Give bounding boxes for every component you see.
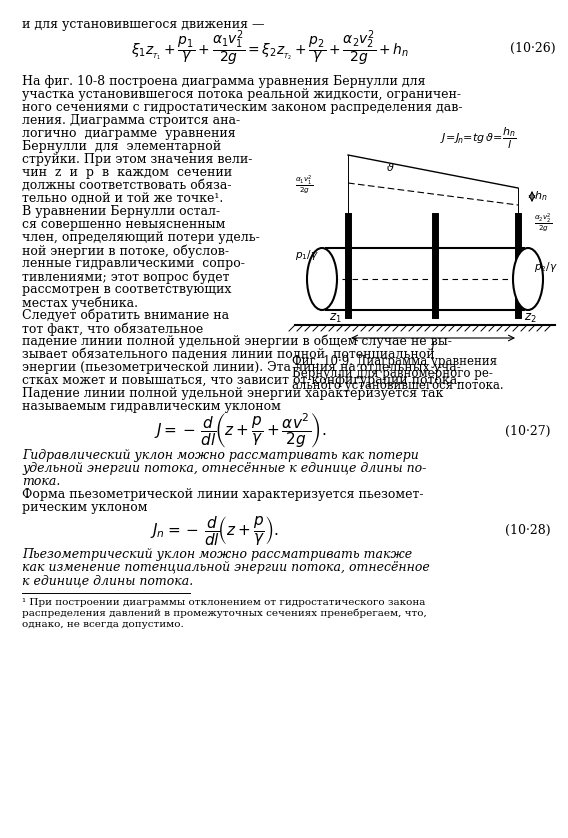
Text: струйки. При этом значения вели-: струйки. При этом значения вели- [22,153,252,166]
Text: Фиг. 10·9. Диаграмма уравнения: Фиг. 10·9. Диаграмма уравнения [292,355,497,368]
Text: ся совершенно невыясненным: ся совершенно невыясненным [22,218,225,231]
Ellipse shape [307,248,337,310]
Text: $J_n = -\,\dfrac{d}{dl}\!\left(z + \dfrac{p}{\gamma}\right).$: $J_n = -\,\dfrac{d}{dl}\!\left(z + \dfra… [151,514,279,546]
Text: чин  z  и  p  в  каждом  сечении: чин z и p в каждом сечении [22,166,232,179]
Text: Следует обратить внимание на: Следует обратить внимание на [22,309,229,323]
Text: В уравнении Бернулли остал-: В уравнении Бернулли остал- [22,205,220,218]
Text: $p_2/\gamma$: $p_2/\gamma$ [534,260,558,274]
Text: ной энергии в потоке, обуслов-: ной энергии в потоке, обуслов- [22,244,229,257]
Text: $\frac{\alpha_2 v_2^2}{2g}$: $\frac{\alpha_2 v_2^2}{2g}$ [534,212,552,235]
Text: ленные гидравлическими  сопро-: ленные гидравлическими сопро- [22,257,245,270]
Text: как изменение потенциальной энергии потока, отнесённое: как изменение потенциальной энергии пото… [22,561,430,574]
Text: распределения давлений в промежуточных сечениях пренебрегаем, что,: распределения давлений в промежуточных с… [22,609,427,618]
Text: Пьезометрический уклон можно рассматривать также: Пьезометрический уклон можно рассматрива… [22,548,412,561]
Text: энергии (пьезометрической линии). Эта линия на отдельных уча-: энергии (пьезометрической линии). Эта ли… [22,361,461,374]
Text: Форма пьезометрической линии характеризуется пьезомет-: Форма пьезометрической линии характеризу… [22,488,424,501]
Text: тельно одной и той же точке¹.: тельно одной и той же точке¹. [22,192,223,205]
Text: член, определяющий потери удель-: член, определяющий потери удель- [22,231,260,244]
Text: Падение линии полной удельной энергии характеризуется так: Падение линии полной удельной энергии ха… [22,387,444,400]
Text: $J\!=\!J_{\!n}\!=\!tg\,\vartheta\!=\!\dfrac{h_n}{l}$: $J\!=\!J_{\!n}\!=\!tg\,\vartheta\!=\!\df… [440,126,517,151]
Text: $p_1/\gamma$: $p_1/\gamma$ [295,248,319,262]
Text: тока.: тока. [22,475,60,488]
Text: (10·28): (10·28) [505,524,550,536]
Text: $\vartheta$: $\vartheta$ [386,161,395,173]
Text: $\xi_1 z_{_{T_1}} + \dfrac{p_1}{\gamma} + \dfrac{\alpha_1 v_1^2}{2g} = \xi_2 z_{: $\xi_1 z_{_{T_1}} + \dfrac{p_1}{\gamma} … [131,28,409,68]
Text: Бернулли для равномерного ре-: Бернулли для равномерного ре- [292,367,493,380]
Text: ¹ При построении диаграммы отклонением от гидростатического закона: ¹ При построении диаграммы отклонением о… [22,598,425,607]
Text: к единице длины потока.: к единице длины потока. [22,574,193,587]
Text: $J = -\,\dfrac{d}{dl}\!\left(z + \dfrac{p}{\gamma} + \dfrac{\alpha v^2}{2g}\righ: $J = -\,\dfrac{d}{dl}\!\left(z + \dfrac{… [153,411,327,451]
Text: (10·27): (10·27) [505,425,550,437]
Text: ного сечениями с гидростатическим законом распределения дав-: ного сечениями с гидростатическим законо… [22,101,462,114]
Text: стках может и повышаться, что зависит от конфигурации потока.: стках может и повышаться, что зависит от… [22,374,461,387]
Text: $z_1$: $z_1$ [329,312,342,324]
Text: местах учебника.: местах учебника. [22,296,138,309]
Text: однако, не всегда допустимо.: однако, не всегда допустимо. [22,620,184,629]
Text: тот факт, что обязательное: тот факт, что обязательное [22,322,203,335]
Text: $z_2$: $z_2$ [524,312,537,324]
Text: падение линии полной удельной энергии в общем случае не вы-: падение линии полной удельной энергии в … [22,335,452,349]
Text: рассмотрен в соответствующих: рассмотрен в соответствующих [22,283,231,296]
Text: должны соответствовать обяза-: должны соответствовать обяза- [22,179,232,192]
Text: $l$: $l$ [431,341,436,355]
Text: тивлениями; этот вопрос будет: тивлениями; этот вопрос будет [22,270,229,283]
Text: логично  диаграмме  уравнения: логично диаграмме уравнения [22,127,236,140]
Text: Бернулли  для  элементарной: Бернулли для элементарной [22,140,221,153]
Text: ления. Диаграмма строится ана-: ления. Диаграмма строится ана- [22,114,240,127]
Text: Гидравлический уклон можно рассматривать как потери: Гидравлический уклон можно рассматривать… [22,449,419,462]
Text: называемым гидравлическим уклоном: называемым гидравлическим уклоном [22,400,281,413]
Text: участка установившегося потока реальной жидкости, ограничен-: участка установившегося потока реальной … [22,88,461,101]
Text: удельной энергии потока, отнесённые к единице длины по-: удельной энергии потока, отнесённые к ед… [22,462,427,475]
Text: На фиг. 10-8 построена диаграмма уравнения Бернулли для: На фиг. 10-8 построена диаграмма уравнен… [22,75,425,88]
Text: (10·26): (10·26) [510,42,556,54]
Ellipse shape [513,248,543,310]
Text: ального установившегося потока.: ального установившегося потока. [292,379,504,392]
Text: зывает обязательного падения линии полной  потенциальной: зывает обязательного падения линии полно… [22,348,435,361]
Text: и для установившегося движения —: и для установившегося движения — [22,18,265,31]
Text: рическим уклоном: рическим уклоном [22,501,148,514]
Text: $\frac{\alpha_1 v_1^2}{2g}$: $\frac{\alpha_1 v_1^2}{2g}$ [295,173,314,196]
Text: $h_n$: $h_n$ [534,189,548,203]
